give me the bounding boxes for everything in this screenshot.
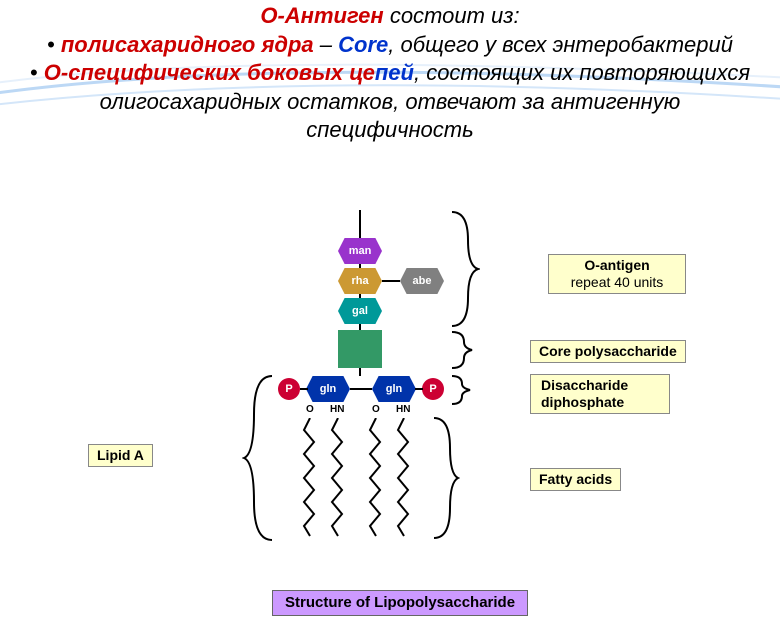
hn-label-1: HN bbox=[330, 404, 344, 415]
b1-blue: Core bbox=[338, 32, 388, 57]
bullet-1: • полисахаридного ядра – Core, общего у … bbox=[20, 31, 760, 60]
gln-connector bbox=[350, 388, 372, 390]
b2-red: О-специфических боковых це bbox=[44, 60, 375, 85]
abe-connector bbox=[382, 280, 400, 282]
fatty-chain-2 bbox=[328, 418, 348, 538]
p-left: P bbox=[278, 378, 300, 400]
gln-left: gln bbox=[306, 376, 350, 402]
b1-red: полисахаридного ядра bbox=[61, 32, 314, 57]
brace-oantigen bbox=[450, 210, 480, 328]
header-text-block: О-Антиген состоит из: • полисахаридного … bbox=[0, 0, 780, 145]
fatty-chain-3 bbox=[366, 418, 386, 538]
fatty-acids-label: Fatty acids bbox=[530, 468, 621, 491]
o-label-2: O bbox=[372, 404, 380, 415]
b2-blue: пей bbox=[375, 60, 414, 85]
disaccharide-label: Disaccharide diphosphate bbox=[530, 374, 670, 414]
p-conn-r bbox=[415, 388, 423, 390]
lps-diagram: man rha gal abe gln gln P P O HN O HN bbox=[0, 210, 780, 630]
brace-fatty bbox=[432, 416, 460, 540]
title-line: О-Антиген состоит из: bbox=[20, 2, 760, 31]
p-conn-l bbox=[300, 388, 308, 390]
core-block bbox=[338, 330, 382, 368]
chain-line bbox=[359, 210, 361, 242]
structure-title-label: Structure of Lipopolysaccharide bbox=[272, 590, 528, 616]
oantigen-label: O-antigen repeat 40 units bbox=[548, 254, 686, 294]
hn-label-2: HN bbox=[396, 404, 410, 415]
p-right: P bbox=[422, 378, 444, 400]
bullet-2: • О-специфических боковых цепей, состоящ… bbox=[20, 59, 760, 145]
gal-sugar: gal bbox=[338, 298, 382, 324]
brace-disacc bbox=[450, 374, 474, 406]
title-red: О-Антиген bbox=[260, 3, 383, 28]
core-label: Core polysaccharide bbox=[530, 340, 686, 363]
title-black: состоит из: bbox=[384, 3, 520, 28]
gln-right: gln bbox=[372, 376, 416, 402]
abe-sugar: abe bbox=[400, 268, 444, 294]
lipid-a-label: Lipid A bbox=[88, 444, 153, 467]
chain-line-5 bbox=[359, 368, 361, 376]
brace-lipid-a bbox=[242, 374, 274, 542]
fatty-chain-4 bbox=[394, 418, 414, 538]
man-sugar: man bbox=[338, 238, 382, 264]
b1-rest: , общего у всех энтеробактерий bbox=[388, 32, 733, 57]
rha-sugar: rha bbox=[338, 268, 382, 294]
brace-core bbox=[450, 330, 474, 370]
fatty-chain-1 bbox=[300, 418, 320, 538]
o-label-1: O bbox=[306, 404, 314, 415]
